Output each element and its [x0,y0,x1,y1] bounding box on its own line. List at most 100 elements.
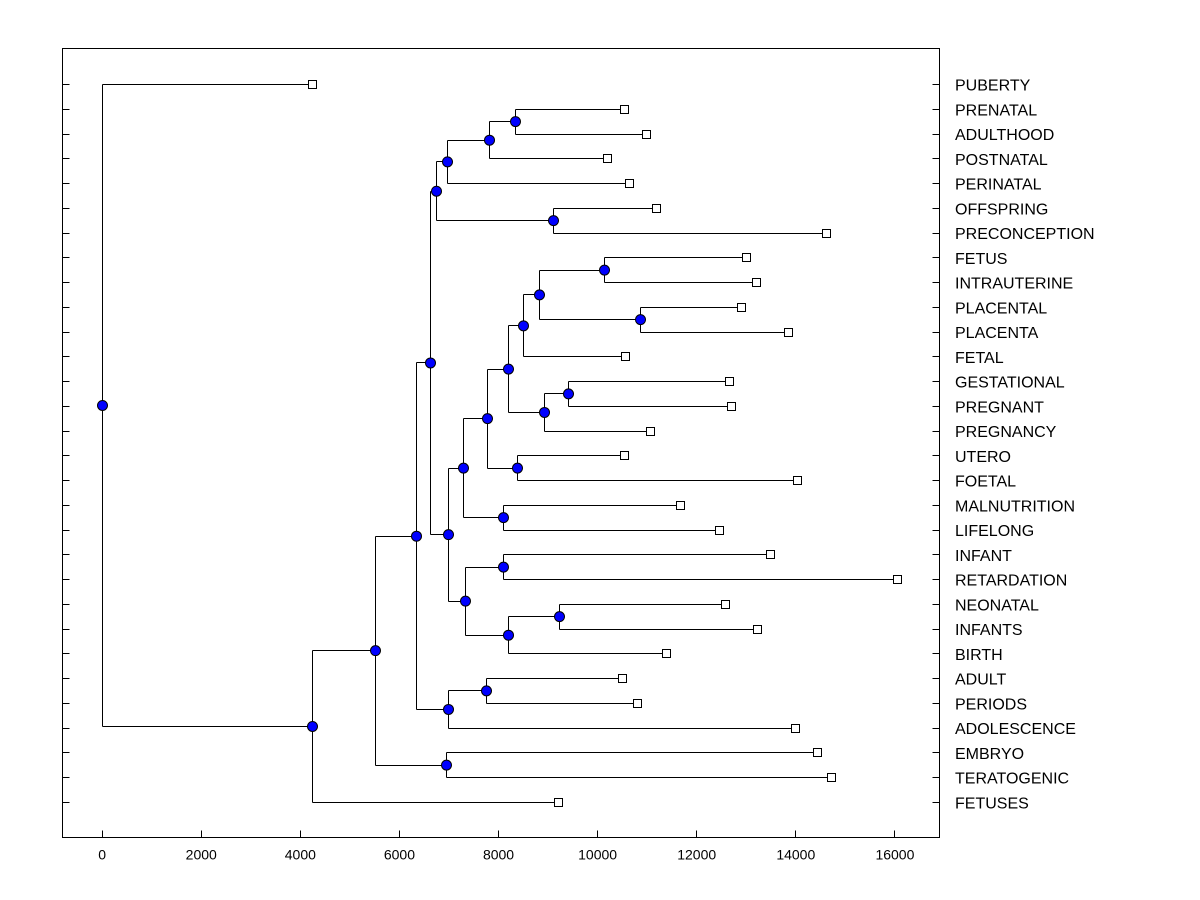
leaf-label: MALNUTRITION [955,498,1075,515]
leaf-label: PREGNANT [955,399,1044,416]
x-tick-label: 4000 [285,847,316,863]
leaf-marker [752,278,761,287]
node-marker [442,156,453,168]
node-marker [481,685,492,697]
leaf-marker [662,649,671,658]
x-tick-label: 8000 [483,847,514,863]
node-marker [512,462,523,474]
leaf-label: OFFSPRING [955,201,1048,218]
leaf-label: RETARDATION [955,573,1067,590]
leaf-marker [554,798,563,807]
node-marker [441,759,452,771]
leaf-label: FETAL [955,350,1004,367]
leaf-marker [620,105,629,114]
node-marker [503,363,514,375]
leaf-marker [646,427,655,436]
node-marker [498,512,509,524]
leaf-marker [727,402,736,411]
node-marker [443,703,454,715]
leaf-label: PRENATAL [955,102,1037,119]
node-marker [443,529,454,541]
node-marker [554,611,565,623]
leaf-marker [893,575,902,584]
leaf-marker [784,328,793,337]
leaf-marker [642,130,651,139]
leaf-label: BIRTH [955,647,1003,664]
x-tick-label: 2000 [186,847,217,863]
node-marker [518,320,529,332]
leaf-label: INFANTS [955,622,1023,639]
leaf-label: FETUS [955,251,1007,268]
leaf-marker [676,501,685,510]
leaf-label: GESTATIONAL [955,375,1065,392]
axis-ticks [62,84,940,838]
node-marker [539,406,550,418]
node-marker [599,264,610,276]
node-marker [411,530,422,542]
leaf-label: ADULTHOOD [955,127,1054,144]
leaf-marker [813,748,822,757]
leaf-label: UTERO [955,449,1011,466]
leaf-marker [742,253,751,262]
node-marker [484,134,495,146]
leaf-marker [766,550,775,559]
x-tick-label: 0 [98,847,106,863]
node-marker [635,314,646,326]
node-marker [97,399,108,411]
node-marker [431,185,442,197]
leaf-marker [721,600,730,609]
node-marker [425,357,436,369]
node-marker [458,462,469,474]
node-marker [563,388,574,400]
x-tick-label: 10000 [578,847,617,863]
node-marker [370,645,381,657]
node-marker [460,595,471,607]
node-marker [503,629,514,641]
leaf-label: POSTNATAL [955,152,1048,169]
leaf-marker [753,625,762,634]
leaf-label: PERIODS [955,696,1027,713]
leaf-label: PREGNANCY [955,424,1057,441]
node-marker [548,215,559,227]
leaf-marker [791,724,800,733]
node-marker [510,116,521,128]
leaf-label: PUBERTY [955,78,1031,95]
x-tick-labels: 0 2000 4000 6000 8000 10000 12000 14000 16000 [98,847,914,863]
leaf-marker [633,699,642,708]
leaf-label: PRECONCEPTION [955,226,1095,243]
leaf-marker [737,303,746,312]
leaf-marker [725,377,734,386]
leaf-marker [822,229,831,238]
leaf-marker [618,674,627,683]
leaf-marker [308,80,317,89]
x-tick-label: 16000 [875,847,914,863]
leaf-label: FETUSES [955,795,1029,812]
leaf-label: INFANT [955,548,1012,565]
leaf-label: ADOLESCENCE [955,721,1076,738]
leaf-label: FOETAL [955,474,1016,491]
leaf-label: TERATOGENIC [955,771,1069,788]
node-markers [97,116,646,771]
plot-frame [62,48,940,838]
leaf-label: PERINATAL [955,177,1042,194]
leaf-label: EMBRYO [955,746,1024,763]
leaf-label: INTRAUTERINE [955,276,1073,293]
x-tick-label: 14000 [776,847,815,863]
leaf-markers [308,80,902,807]
x-tick-label: 12000 [677,847,716,863]
leaf-marker [625,179,634,188]
leaf-marker [827,773,836,782]
leaf-label: ADULT [955,672,1006,689]
leaf-marker [603,154,612,163]
leaf-label: LIFELONG [955,523,1034,540]
leaf-label: PLACENTAL [955,300,1047,317]
leaf-marker [652,204,661,213]
leaf-marker [793,476,802,485]
node-marker [498,561,509,573]
node-marker [534,289,545,301]
leaf-marker [621,352,630,361]
leaf-marker [620,451,629,460]
node-marker [307,720,318,732]
leaf-label: NEONATAL [955,597,1039,614]
